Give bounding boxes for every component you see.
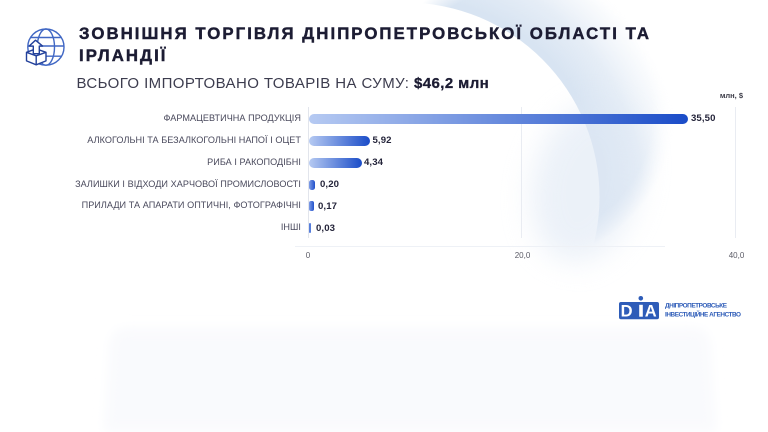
svg-text:A: A [645,303,657,321]
svg-text:D: D [621,303,633,321]
svg-text:ДНІПРОПЕТРОВСЬКЕ: ДНІПРОПЕТРОВСЬКЕ [665,303,728,310]
svg-text:ІНВЕСТИЦІЙНЕ АГЕНСТВО: ІНВЕСТИЦІЙНЕ АГЕНСТВО [665,310,741,319]
